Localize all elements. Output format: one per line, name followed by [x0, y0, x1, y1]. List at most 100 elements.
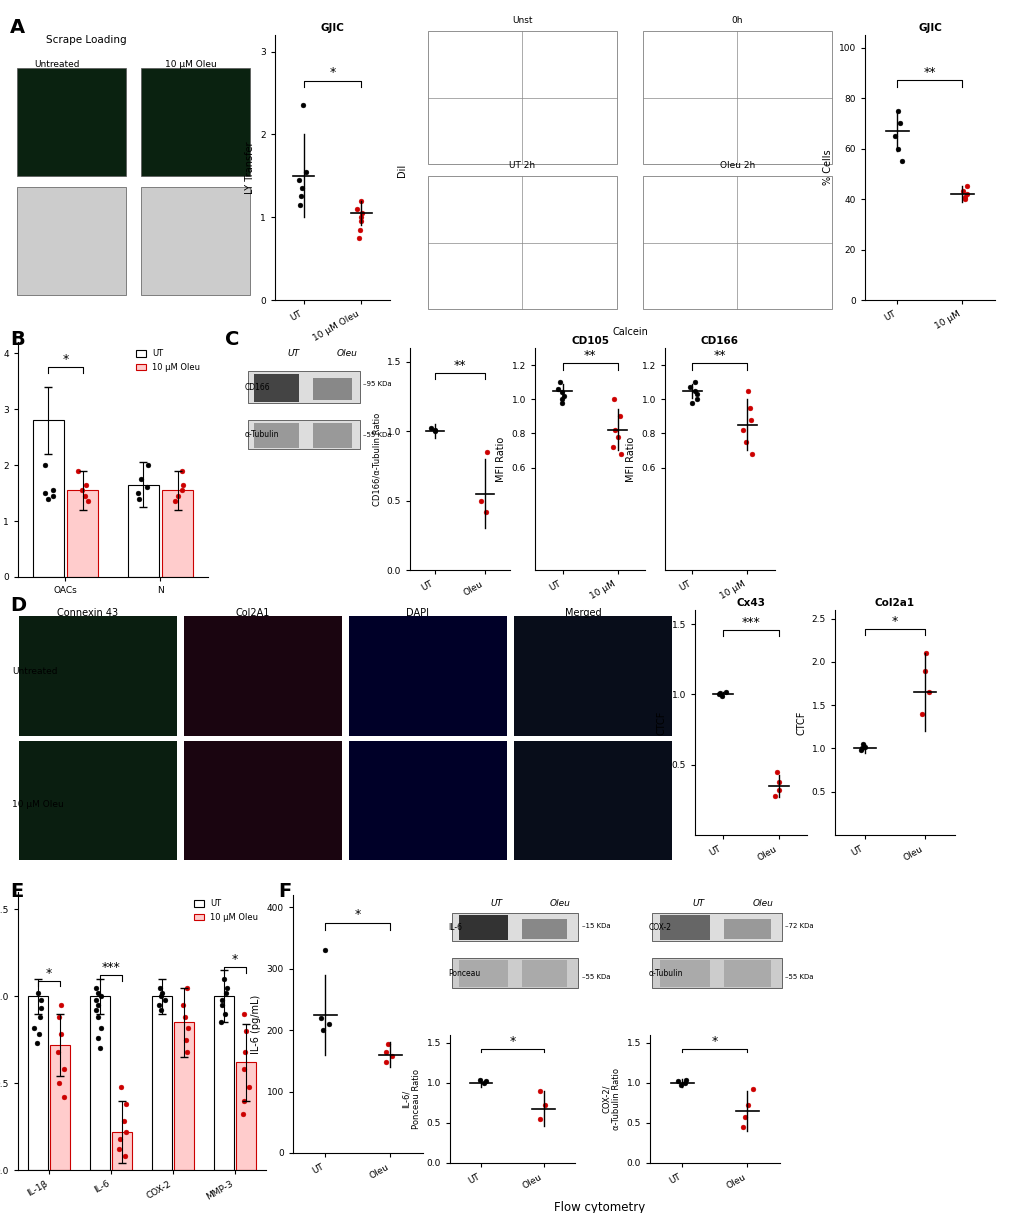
Legend: UT, 10 μM Oleu: UT, 10 μM Oleu: [191, 896, 262, 926]
FancyBboxPatch shape: [428, 176, 616, 309]
FancyBboxPatch shape: [451, 958, 578, 989]
Text: F: F: [278, 882, 291, 901]
Text: Ponceau: Ponceau: [448, 968, 480, 978]
Text: CD166: CD166: [245, 382, 270, 392]
Bar: [128, 485, 158, 577]
FancyBboxPatch shape: [254, 374, 299, 402]
Text: Oleu: Oleu: [336, 349, 357, 358]
Text: Oleu: Oleu: [752, 899, 773, 907]
Text: Untreated: Untreated: [34, 59, 79, 69]
Text: A: A: [10, 18, 25, 38]
FancyBboxPatch shape: [313, 423, 352, 448]
Bar: [67, 490, 98, 577]
FancyBboxPatch shape: [651, 913, 781, 941]
Text: 10 μM Oleu: 10 μM Oleu: [164, 59, 216, 69]
Y-axis label: CTCF: CTCF: [655, 711, 665, 735]
Bar: [152, 996, 171, 1171]
Y-axis label: IL-6/
Ponceau Ratio: IL-6/ Ponceau Ratio: [401, 1069, 421, 1129]
FancyBboxPatch shape: [651, 958, 781, 989]
Text: **: **: [453, 359, 466, 372]
FancyBboxPatch shape: [459, 916, 507, 940]
Text: Flow cytometry: Flow cytometry: [554, 1201, 645, 1213]
Text: C: C: [225, 330, 239, 349]
Text: IL-6: IL-6: [448, 923, 462, 932]
Text: B: B: [10, 330, 24, 349]
Text: 10 μM Oleu: 10 μM Oleu: [12, 799, 64, 809]
Y-axis label: MFI Ratio: MFI Ratio: [495, 437, 505, 482]
FancyBboxPatch shape: [248, 421, 360, 449]
Text: *: *: [508, 1035, 516, 1048]
FancyBboxPatch shape: [428, 30, 616, 164]
FancyBboxPatch shape: [18, 616, 177, 735]
Text: UT: UT: [490, 899, 502, 907]
Title: Col2a1: Col2a1: [874, 598, 914, 608]
FancyBboxPatch shape: [17, 187, 126, 295]
FancyBboxPatch shape: [313, 378, 352, 400]
FancyBboxPatch shape: [254, 423, 299, 448]
Y-axis label: COX-2/
α-Tubulin Ratio: COX-2/ α-Tubulin Ratio: [601, 1067, 621, 1131]
Text: UT: UT: [692, 899, 704, 907]
Y-axis label: MFI Ratio: MFI Ratio: [626, 437, 636, 482]
FancyBboxPatch shape: [348, 741, 506, 860]
Text: *: *: [62, 353, 68, 366]
Title: CD166: CD166: [700, 336, 739, 346]
Text: UT: UT: [287, 349, 300, 358]
FancyBboxPatch shape: [514, 741, 672, 860]
Bar: [34, 421, 63, 577]
Text: Connexin 43: Connexin 43: [57, 608, 118, 617]
Text: **: **: [923, 67, 935, 79]
Text: –15 KDa: –15 KDa: [581, 923, 609, 929]
Text: *: *: [711, 1035, 717, 1048]
Text: DAPI: DAPI: [406, 608, 429, 617]
Text: Calcein: Calcein: [611, 326, 647, 336]
Title: Cx43: Cx43: [736, 598, 764, 608]
FancyBboxPatch shape: [659, 961, 709, 987]
Text: –95 KDa: –95 KDa: [363, 381, 391, 387]
FancyBboxPatch shape: [17, 68, 126, 176]
Text: Oleu 2h: Oleu 2h: [719, 161, 754, 170]
FancyBboxPatch shape: [348, 616, 506, 735]
Text: DiI: DiI: [396, 164, 407, 177]
Text: E: E: [10, 882, 23, 901]
Text: D: D: [10, 596, 26, 615]
FancyBboxPatch shape: [642, 176, 832, 309]
FancyBboxPatch shape: [18, 741, 177, 860]
Text: 0h: 0h: [731, 16, 743, 25]
FancyBboxPatch shape: [248, 371, 360, 403]
Y-axis label: IL-6 (pg/mL): IL-6 (pg/mL): [251, 995, 261, 1054]
Text: α-Tubulin: α-Tubulin: [245, 431, 278, 439]
Text: *: *: [46, 967, 52, 980]
FancyBboxPatch shape: [141, 187, 250, 295]
Y-axis label: CTCF: CTCF: [795, 711, 805, 735]
FancyBboxPatch shape: [459, 961, 507, 987]
Text: –72 KDa: –72 KDa: [785, 923, 813, 929]
Bar: [162, 490, 193, 577]
Text: *: *: [891, 615, 898, 628]
FancyBboxPatch shape: [514, 616, 672, 735]
Y-axis label: CD166/α-Tubulin Ratio: CD166/α-Tubulin Ratio: [372, 412, 381, 506]
Text: –55 KDa: –55 KDa: [363, 432, 391, 438]
FancyBboxPatch shape: [141, 68, 250, 176]
FancyBboxPatch shape: [183, 741, 341, 860]
FancyBboxPatch shape: [522, 919, 567, 939]
FancyBboxPatch shape: [451, 913, 578, 941]
Title: GJIC: GJIC: [917, 23, 941, 33]
Text: Scrape Loading: Scrape Loading: [46, 35, 126, 45]
Text: ***: ***: [741, 616, 759, 628]
Text: **: **: [713, 349, 726, 363]
Text: ***: ***: [102, 962, 120, 974]
Text: –55 KDa: –55 KDa: [785, 974, 813, 980]
Y-axis label: % Cells: % Cells: [822, 149, 833, 186]
Bar: [174, 1023, 194, 1171]
Text: –55 KDa: –55 KDa: [581, 974, 609, 980]
Text: *: *: [231, 952, 237, 966]
Text: Oleu: Oleu: [549, 899, 570, 907]
Text: Unst: Unst: [512, 16, 532, 25]
FancyBboxPatch shape: [723, 919, 770, 939]
Bar: [28, 996, 48, 1171]
Bar: [90, 996, 110, 1171]
FancyBboxPatch shape: [659, 916, 709, 940]
Bar: [50, 1044, 70, 1171]
Title: CD105: CD105: [571, 336, 608, 346]
Text: α-Tubulin: α-Tubulin: [648, 968, 683, 978]
